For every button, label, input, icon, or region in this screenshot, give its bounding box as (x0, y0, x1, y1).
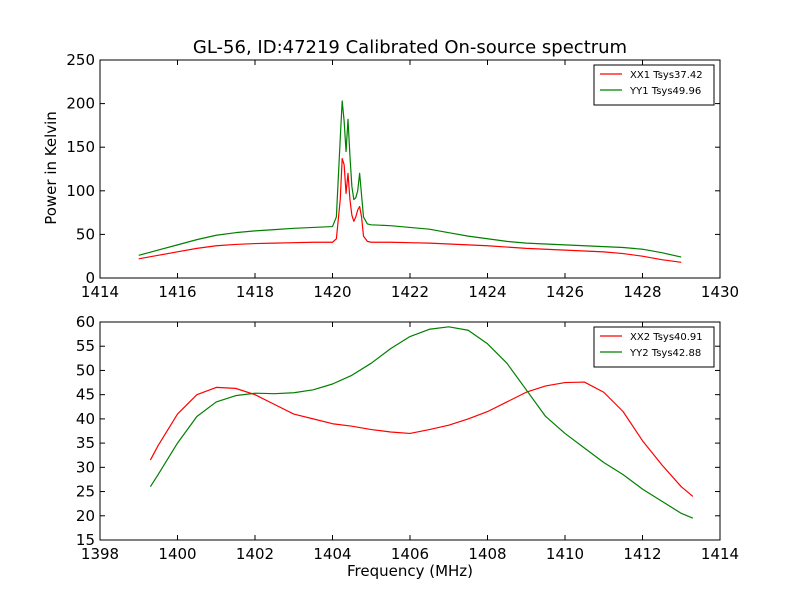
y-tick-label: 40 (76, 410, 95, 428)
y-tick-label: 60 (76, 313, 95, 331)
x-tick-label: 1416 (158, 283, 196, 301)
y-tick-label: 50 (76, 225, 95, 243)
x-tick-label: 1414 (81, 283, 119, 301)
y-tick-label: 0 (85, 269, 95, 287)
y-tick-label: 30 (76, 458, 95, 476)
x-tick-label: 1418 (236, 283, 274, 301)
legend-label: XX1 Tsys37.42 (630, 70, 703, 81)
y-tick-label: 35 (76, 434, 95, 452)
series-line-yy (149, 326, 694, 519)
x-tick-label: 1398 (81, 545, 119, 563)
y-tick-label: 50 (76, 361, 95, 379)
x-tick-label: 1414 (701, 545, 739, 563)
y-tick-label: 55 (76, 337, 95, 355)
x-tick-label: 1400 (158, 545, 196, 563)
x-tick-label: 1404 (313, 545, 351, 563)
x-tick-label: 1430 (701, 283, 739, 301)
legend-box (593, 64, 715, 106)
legend-box (593, 326, 715, 368)
y-tick-label: 100 (66, 182, 95, 200)
legend-label: XX2 Tsys40.91 (630, 332, 703, 343)
legend-label: YY2 Tsys42.88 (629, 348, 701, 359)
y-tick-label: 15 (76, 531, 95, 549)
x-tick-label: 1428 (623, 283, 661, 301)
x-tick-label: 1424 (468, 283, 506, 301)
x-axis-label: Frequency (MHz) (347, 562, 473, 580)
y-tick-label: 150 (66, 138, 95, 156)
y-tick-label: 45 (76, 386, 95, 404)
x-tick-label: 1422 (391, 283, 429, 301)
series-line-xx (138, 157, 682, 263)
plot-bottom: 1398 1400 1402 1404 1406 1408 1410 1412 1414 15 20… (76, 313, 739, 563)
x-tick-label: 1412 (623, 545, 661, 563)
y-axis-label: Power in Kelvin (42, 111, 60, 225)
series-line-xx (149, 381, 694, 497)
legend: XX1 Tsys37.42 YY1 Tsys49.96 (593, 64, 715, 106)
x-tick-label: 1402 (236, 545, 274, 563)
x-tick-label: 1408 (468, 545, 506, 563)
x-tick-label: 1420 (313, 283, 351, 301)
y-tick-label: 20 (76, 507, 95, 525)
chart-title: GL-56, ID:47219 Calibrated On-source spe… (193, 37, 627, 58)
x-tick-label: 1410 (546, 545, 584, 563)
x-tick-label: 1426 (546, 283, 584, 301)
y-tick-label: 200 (66, 95, 95, 113)
plot-top: 1414 1416 1418 1420 1422 1424 1426 1428 1430 0 50 1… (66, 51, 739, 301)
legend-label: YY1 Tsys49.96 (629, 86, 701, 97)
y-tick-label: 25 (76, 483, 95, 501)
x-tick-label: 1406 (391, 545, 429, 563)
legend: XX2 Tsys40.91 YY2 Tsys42.88 (593, 326, 715, 368)
series-line-yy (138, 100, 682, 258)
y-tick-label: 250 (66, 51, 95, 69)
